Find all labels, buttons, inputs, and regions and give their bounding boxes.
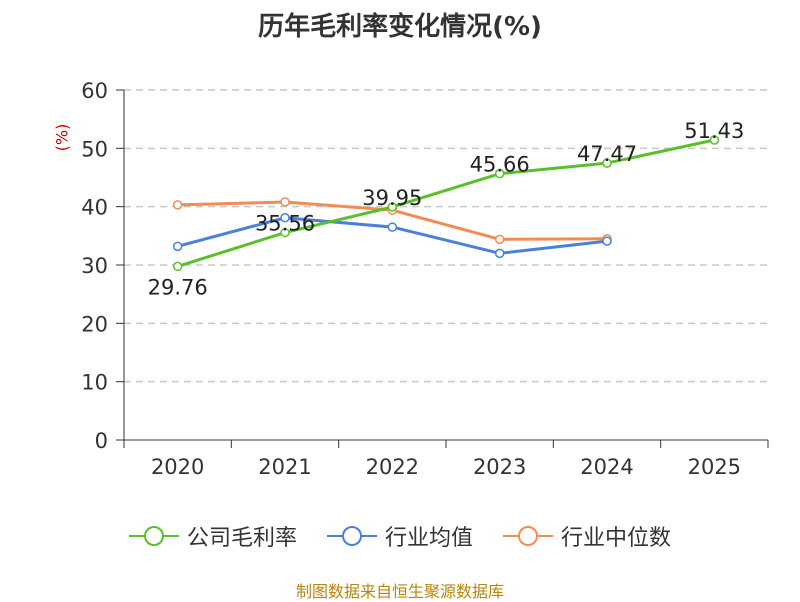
y-tick-label: 10 [81,371,108,395]
data-point [709,135,720,145]
line-chart: 0 10 20 30 40 50 60 2020 2021 2022 2023 2024 2025 29.… [81,79,769,479]
data-point [280,197,290,207]
chart-title: 历年毛利率变化情况(%) [258,12,542,42]
data-label: 29.76 [148,275,208,299]
data-point [494,234,505,245]
legend: 公司毛利率 行业均值 行业中位数 [0,520,800,552]
legend-item-industry-median[interactable]: 行业中位数 [503,520,671,552]
data-point [387,202,398,212]
legend-swatch-icon [326,526,377,546]
x-tick-label: 2021 [258,455,311,479]
data-point [172,241,183,252]
data-label: 47.47 [577,142,637,166]
y-tick-label: 20 [81,312,108,336]
legend-label: 行业中位数 [561,526,672,551]
data-point [280,227,290,238]
legend-swatch-icon [503,526,553,546]
legend-label: 行业均值 [384,526,473,551]
data-label: 35.56 [255,212,315,236]
data-point [387,222,398,232]
y-tick-label: 30 [81,254,108,278]
y-tick-label: 60 [81,79,108,103]
data-point [172,261,183,272]
data-point [602,158,612,168]
legend-item-company-margin[interactable]: 公司毛利率 [128,520,297,552]
y-tick-label: 0 [95,429,108,453]
x-tick-label: 2022 [366,455,419,479]
y-tick-label: 40 [81,196,108,220]
data-point [494,168,505,179]
x-tick-label: 2025 [688,455,741,479]
series-line-0 [177,138,715,268]
x-tick-label: 2020 [151,455,204,479]
legend-swatch-icon [128,526,179,546]
x-tick-label: 2023 [473,455,526,479]
data-point [602,236,612,246]
legend-label: 公司毛利率 [186,526,297,551]
legend-item-industry-mean[interactable]: 行业均值 [326,520,473,552]
data-label: 39.95 [362,186,422,210]
y-tick-label: 50 [81,137,108,161]
x-tick-label: 2024 [580,455,633,479]
data-label: 45.66 [470,153,530,177]
data-point [172,200,183,210]
data-source-note: 制图数据来自恒生聚源数据库 [295,582,504,601]
data-label: 51.43 [684,119,744,143]
data-point [494,248,505,259]
data-point [280,213,290,223]
